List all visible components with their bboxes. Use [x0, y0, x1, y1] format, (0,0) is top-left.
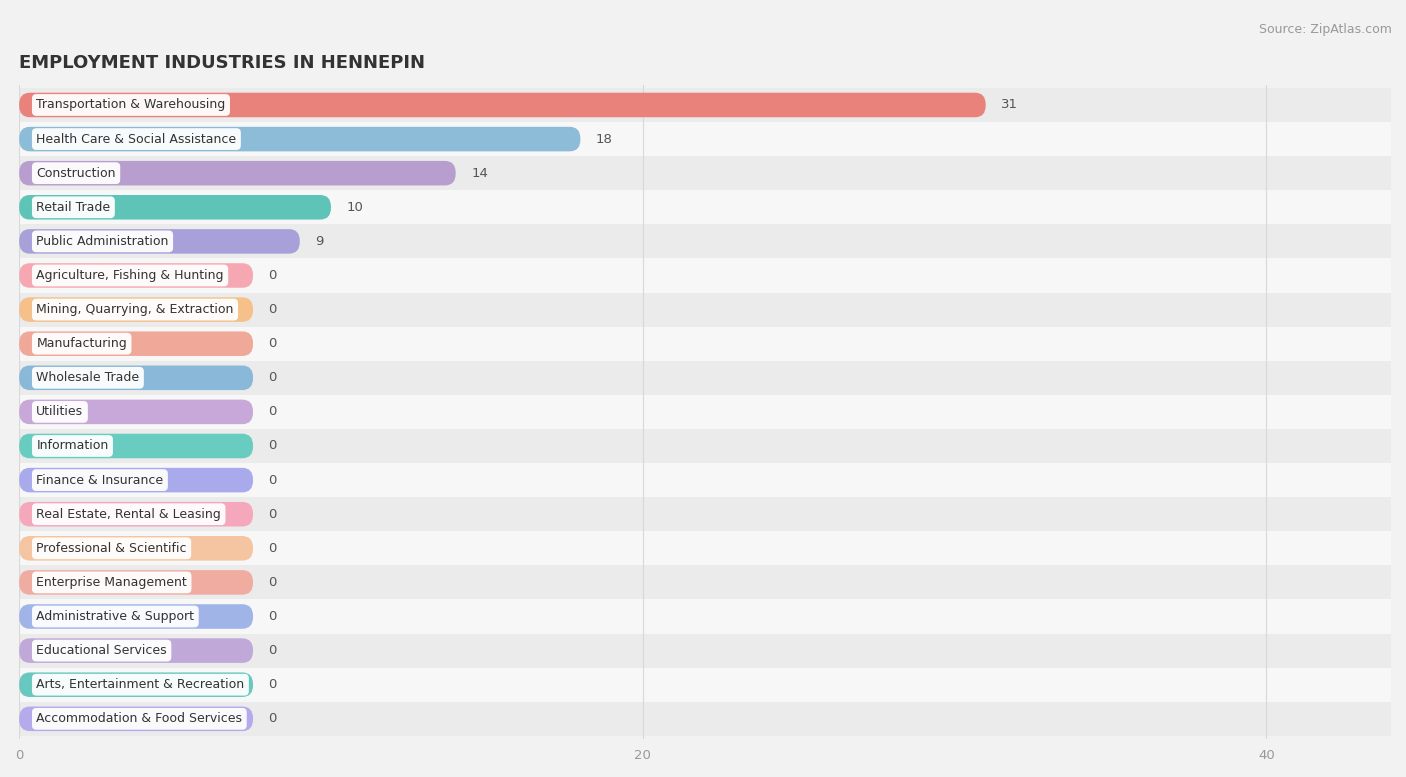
- Bar: [20, 88, 1391, 122]
- Text: 0: 0: [269, 678, 277, 692]
- FancyBboxPatch shape: [20, 605, 253, 629]
- Bar: [20, 600, 1391, 633]
- FancyBboxPatch shape: [20, 502, 253, 527]
- Text: Source: ZipAtlas.com: Source: ZipAtlas.com: [1258, 23, 1392, 37]
- FancyBboxPatch shape: [20, 706, 253, 731]
- Bar: [20, 566, 1391, 600]
- Text: Transportation & Warehousing: Transportation & Warehousing: [37, 99, 225, 111]
- Bar: [20, 326, 1391, 361]
- Bar: [20, 429, 1391, 463]
- Text: 0: 0: [269, 269, 277, 282]
- Text: 14: 14: [471, 167, 488, 179]
- FancyBboxPatch shape: [20, 161, 456, 186]
- Bar: [20, 225, 1391, 259]
- FancyBboxPatch shape: [20, 672, 253, 697]
- FancyBboxPatch shape: [20, 332, 253, 356]
- Bar: [20, 497, 1391, 531]
- Text: Finance & Insurance: Finance & Insurance: [37, 474, 163, 486]
- Text: Accommodation & Food Services: Accommodation & Food Services: [37, 713, 242, 725]
- Text: 10: 10: [346, 200, 363, 214]
- Text: 18: 18: [596, 133, 613, 145]
- Text: Information: Information: [37, 440, 108, 452]
- Text: Mining, Quarrying, & Extraction: Mining, Quarrying, & Extraction: [37, 303, 233, 316]
- FancyBboxPatch shape: [20, 298, 253, 322]
- Text: 0: 0: [269, 644, 277, 657]
- FancyBboxPatch shape: [20, 399, 253, 424]
- Bar: [20, 633, 1391, 667]
- Text: 0: 0: [269, 576, 277, 589]
- Text: Professional & Scientific: Professional & Scientific: [37, 542, 187, 555]
- Bar: [20, 702, 1391, 736]
- Bar: [20, 122, 1391, 156]
- FancyBboxPatch shape: [20, 365, 253, 390]
- Bar: [20, 259, 1391, 292]
- Text: Agriculture, Fishing & Hunting: Agriculture, Fishing & Hunting: [37, 269, 224, 282]
- Bar: [20, 463, 1391, 497]
- Text: Enterprise Management: Enterprise Management: [37, 576, 187, 589]
- Text: 0: 0: [269, 337, 277, 350]
- Text: 9: 9: [315, 235, 323, 248]
- Text: 0: 0: [269, 507, 277, 521]
- Text: 0: 0: [269, 713, 277, 725]
- Text: 0: 0: [269, 406, 277, 418]
- Text: Wholesale Trade: Wholesale Trade: [37, 371, 139, 385]
- Bar: [20, 156, 1391, 190]
- Text: Real Estate, Rental & Leasing: Real Estate, Rental & Leasing: [37, 507, 221, 521]
- Text: 0: 0: [269, 303, 277, 316]
- Text: Arts, Entertainment & Recreation: Arts, Entertainment & Recreation: [37, 678, 245, 692]
- Text: 0: 0: [269, 610, 277, 623]
- Text: Construction: Construction: [37, 167, 115, 179]
- Text: Health Care & Social Assistance: Health Care & Social Assistance: [37, 133, 236, 145]
- Text: EMPLOYMENT INDUSTRIES IN HENNEPIN: EMPLOYMENT INDUSTRIES IN HENNEPIN: [20, 54, 425, 71]
- Text: Public Administration: Public Administration: [37, 235, 169, 248]
- Text: Retail Trade: Retail Trade: [37, 200, 111, 214]
- Text: 0: 0: [269, 440, 277, 452]
- Text: 0: 0: [269, 371, 277, 385]
- FancyBboxPatch shape: [20, 468, 253, 493]
- FancyBboxPatch shape: [20, 92, 986, 117]
- FancyBboxPatch shape: [20, 639, 253, 663]
- Bar: [20, 395, 1391, 429]
- Text: Educational Services: Educational Services: [37, 644, 167, 657]
- Text: 0: 0: [269, 474, 277, 486]
- Text: Administrative & Support: Administrative & Support: [37, 610, 194, 623]
- Bar: [20, 361, 1391, 395]
- Text: 0: 0: [269, 542, 277, 555]
- Text: Manufacturing: Manufacturing: [37, 337, 127, 350]
- FancyBboxPatch shape: [20, 127, 581, 152]
- Bar: [20, 667, 1391, 702]
- FancyBboxPatch shape: [20, 434, 253, 458]
- Text: Utilities: Utilities: [37, 406, 83, 418]
- FancyBboxPatch shape: [20, 536, 253, 560]
- FancyBboxPatch shape: [20, 570, 253, 594]
- FancyBboxPatch shape: [20, 263, 253, 287]
- Text: 31: 31: [1001, 99, 1018, 111]
- Bar: [20, 292, 1391, 326]
- FancyBboxPatch shape: [20, 229, 299, 253]
- Bar: [20, 190, 1391, 225]
- Bar: [20, 531, 1391, 566]
- FancyBboxPatch shape: [20, 195, 330, 220]
